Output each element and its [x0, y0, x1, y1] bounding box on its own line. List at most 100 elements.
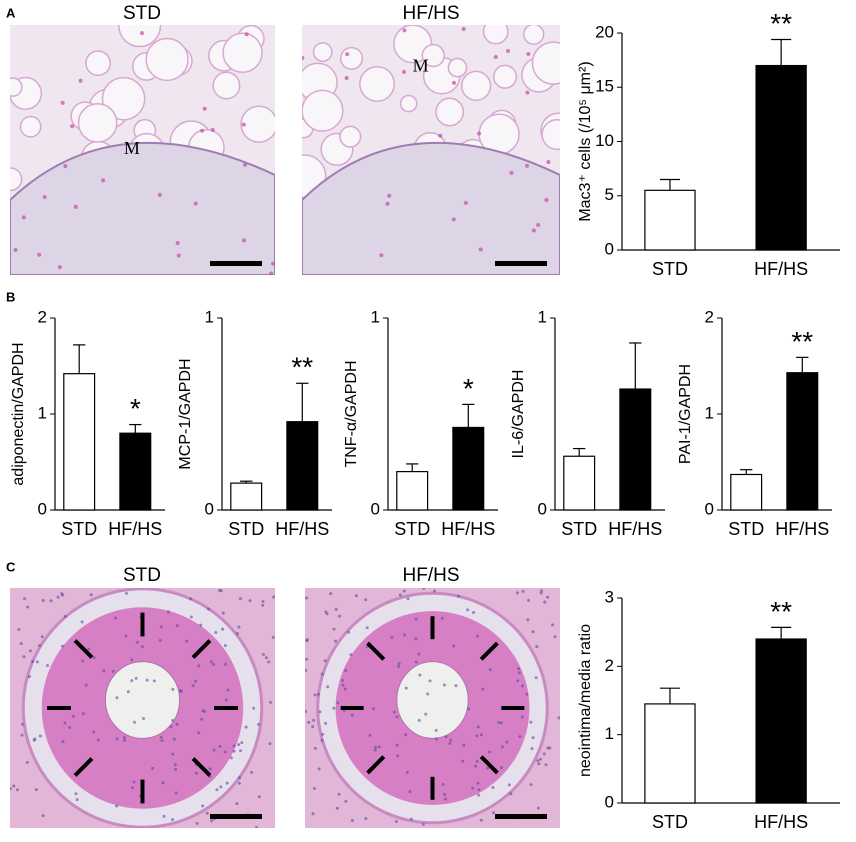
nucleus	[333, 639, 337, 643]
nucleus	[189, 597, 193, 601]
nucleus	[341, 683, 345, 687]
nucleus	[422, 588, 426, 590]
y-axis-label: Mac3⁺ cells (/10⁵ μm²)	[577, 61, 594, 221]
nucleus	[114, 616, 118, 620]
image-title: STD	[123, 565, 161, 586]
nucleus	[305, 709, 308, 713]
nucleus	[225, 781, 229, 785]
nucleus	[403, 633, 407, 637]
nucleus	[481, 687, 485, 691]
nucleus	[396, 664, 400, 668]
nucleus	[80, 620, 84, 624]
nucleus	[28, 649, 32, 653]
nucleus	[241, 122, 246, 127]
image-title: HF/HS	[403, 3, 460, 24]
nucleus	[40, 635, 44, 639]
nucleus	[194, 771, 198, 775]
nucleus	[223, 643, 227, 647]
nucleus	[249, 770, 253, 774]
nucleus	[84, 683, 88, 687]
nucleus	[185, 639, 189, 643]
nucleus	[133, 720, 137, 724]
adipocyte	[460, 70, 492, 101]
nucleus	[334, 607, 338, 611]
nucleus	[189, 615, 193, 619]
nucleus	[19, 642, 23, 646]
nucleus	[368, 733, 372, 737]
y-tick-label: 2	[605, 656, 614, 675]
nucleus	[438, 133, 443, 138]
nucleus	[414, 637, 418, 641]
nucleus	[536, 806, 540, 810]
x-tick-label: STD	[652, 259, 688, 279]
nucleus	[557, 716, 560, 720]
significance-label: **	[770, 596, 792, 627]
nucleus	[41, 814, 45, 818]
nucleus	[471, 786, 475, 790]
nucleus	[178, 689, 182, 693]
x-tick-label: HF/HS	[275, 519, 329, 539]
nucleus	[462, 743, 466, 747]
nucleus	[22, 655, 26, 659]
nucleus	[257, 795, 261, 799]
nucleus	[539, 591, 543, 595]
nucleus	[175, 241, 180, 246]
nucleus	[38, 644, 42, 648]
nucleus	[324, 721, 328, 725]
nucleus	[267, 660, 271, 664]
micrograph-content	[10, 588, 275, 828]
nucleus	[540, 589, 544, 593]
nucleus	[373, 748, 377, 752]
nucleus	[175, 722, 179, 726]
bar	[230, 482, 263, 511]
nucleus	[343, 687, 347, 691]
nucleus	[493, 55, 498, 60]
adipocyte	[435, 97, 465, 127]
nucleus	[486, 766, 490, 770]
y-axis-label: IL-6/GAPDH	[510, 370, 527, 459]
nucleus	[23, 597, 27, 601]
nucleus	[21, 722, 25, 726]
nucleus	[302, 55, 305, 60]
nucleus	[132, 780, 136, 784]
y-axis-label: MCP-1/GAPDH	[177, 358, 194, 469]
nucleus	[158, 638, 162, 642]
nucleus	[115, 804, 119, 808]
nucleus	[364, 817, 368, 821]
nucleus	[41, 599, 45, 603]
x-tick-label: STD	[728, 519, 764, 539]
nucleus	[499, 766, 503, 770]
nucleus	[477, 131, 482, 136]
nucleus	[441, 783, 445, 787]
nucleus	[476, 781, 480, 785]
nucleus	[517, 667, 521, 671]
arrow	[191, 639, 212, 659]
nucleus	[16, 788, 20, 792]
nucleus	[32, 738, 36, 742]
adipocyte	[101, 76, 146, 121]
y-tick-label: 1	[605, 724, 614, 743]
nucleus	[546, 595, 550, 599]
nucleus	[466, 608, 470, 612]
nucleus	[397, 662, 401, 666]
nucleus	[219, 785, 223, 789]
nucleus	[27, 675, 31, 679]
nucleus	[404, 733, 408, 737]
nucleus	[235, 632, 239, 636]
nucleus	[529, 783, 533, 787]
nucleus	[221, 627, 225, 631]
bar	[644, 703, 696, 804]
nucleus	[417, 718, 421, 722]
nucleus	[166, 610, 170, 614]
adipocyte	[85, 50, 111, 77]
adipocyte	[399, 94, 418, 113]
nucleus	[212, 748, 216, 752]
nucleus	[401, 69, 406, 74]
nucleus	[101, 178, 106, 183]
nucleus	[26, 605, 30, 609]
nucleus	[479, 733, 483, 737]
bar	[286, 421, 319, 511]
nucleus	[492, 811, 496, 815]
nucleus	[451, 217, 456, 222]
nucleus	[527, 598, 531, 602]
